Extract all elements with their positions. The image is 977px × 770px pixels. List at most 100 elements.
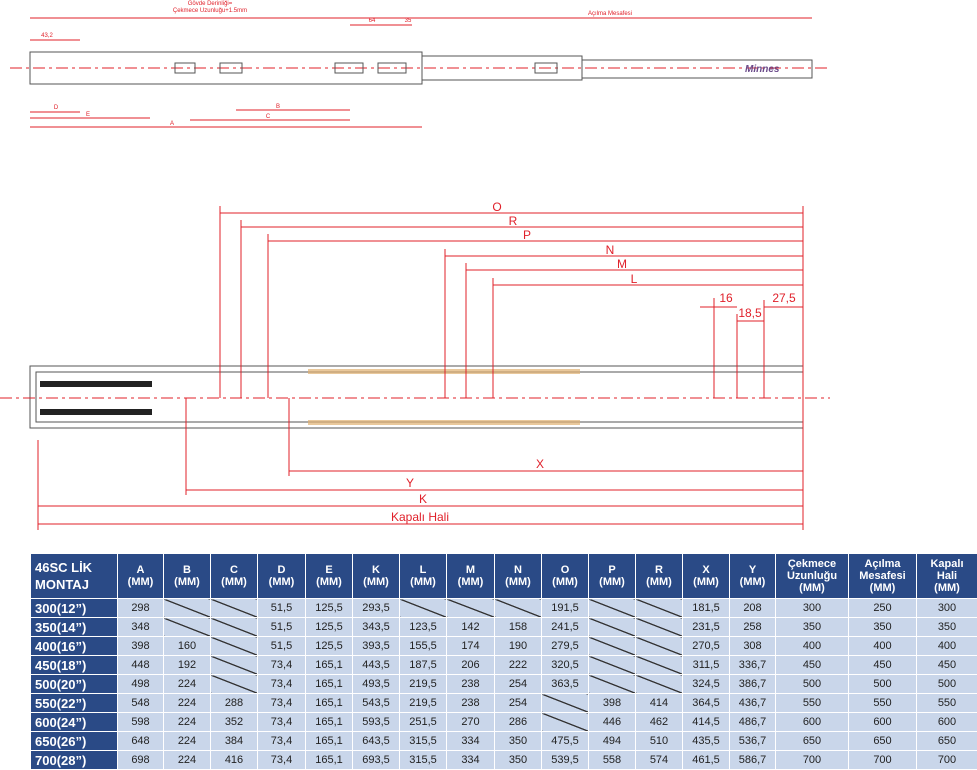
table-cell: 400 <box>849 637 917 656</box>
table-cell <box>542 694 589 713</box>
top-drawing: Gövde Derinliği= Çekmece Uzunluğu+1.5mm … <box>10 1 830 127</box>
table-cell: 448 <box>118 656 164 675</box>
table-cell: 398 <box>118 637 164 656</box>
table-cell: 238 <box>447 675 495 694</box>
brand: Minnes <box>745 64 780 75</box>
table-cell: 250 <box>849 599 917 618</box>
table-cell <box>589 637 636 656</box>
table-cell: 350 <box>495 751 542 770</box>
dim-label: M <box>617 257 627 271</box>
dim-label: E <box>86 112 90 118</box>
table-cell: 510 <box>636 732 683 751</box>
table-cell: 350 <box>495 732 542 751</box>
table-cell: 155,5 <box>400 637 447 656</box>
header-cell: Çekmece Uzunluğu (MM) <box>776 554 849 599</box>
table-cell: 700 <box>917 751 977 770</box>
table-cell: 498 <box>118 675 164 694</box>
table-cell: 300 <box>917 599 977 618</box>
dim-label: 18,5 <box>738 306 762 320</box>
table-cell: 436,7 <box>730 694 776 713</box>
table-cell <box>636 599 683 618</box>
table-cell: 414,5 <box>683 713 730 732</box>
table-cell <box>589 618 636 637</box>
table-cell: 475,5 <box>542 732 589 751</box>
table-cell: 73,4 <box>258 732 306 751</box>
table-cell: 191,5 <box>542 599 589 618</box>
table-cell: 558 <box>589 751 636 770</box>
table-cell: 123,5 <box>400 618 447 637</box>
table-cell: 600 <box>776 713 849 732</box>
dim-label: 64 <box>369 18 376 24</box>
dim-label: 16 <box>719 291 733 305</box>
header-cell: N (MM) <box>495 554 542 599</box>
table-cell: 343,5 <box>353 618 400 637</box>
table-cell <box>495 599 542 618</box>
table-cell: 550 <box>917 694 977 713</box>
dim-label: N <box>606 243 615 257</box>
table-cell <box>164 618 211 637</box>
table-cell: 600 <box>917 713 977 732</box>
table-cell <box>589 675 636 694</box>
dim-label: 27,5 <box>772 291 796 305</box>
table-cell: 187,5 <box>400 656 447 675</box>
table-cell: 693,5 <box>353 751 400 770</box>
table-cell: 393,5 <box>353 637 400 656</box>
dim-label: C <box>266 114 271 120</box>
table-cell: 550 <box>776 694 849 713</box>
table-cell: 165,1 <box>306 694 353 713</box>
table-cell: 400 <box>776 637 849 656</box>
dim-label: 35 <box>405 18 412 24</box>
table-cell: 461,5 <box>683 751 730 770</box>
row-label: 550(22”) <box>31 694 118 713</box>
table-cell: 450 <box>917 656 977 675</box>
table-cell <box>589 599 636 618</box>
table-cell: 165,1 <box>306 732 353 751</box>
table-cell: 350 <box>849 618 917 637</box>
header-cell: M (MM) <box>447 554 495 599</box>
table-cell: 73,4 <box>258 713 306 732</box>
table-cell: 500 <box>917 675 977 694</box>
table-cell: 73,4 <box>258 675 306 694</box>
table-cell: 241,5 <box>542 618 589 637</box>
table-cell: 224 <box>164 751 211 770</box>
table-cell: 334 <box>447 751 495 770</box>
table-cell: 224 <box>164 675 211 694</box>
table-cell: 450 <box>849 656 917 675</box>
table-cell: 73,4 <box>258 656 306 675</box>
table-cell: 219,5 <box>400 694 447 713</box>
title-line: Gövde Derinliği= <box>188 1 233 7</box>
dim-label: X <box>536 457 544 471</box>
table-cell: 384 <box>211 732 258 751</box>
table-cell: 300 <box>776 599 849 618</box>
table-cell: 190 <box>495 637 542 656</box>
table-cell: 222 <box>495 656 542 675</box>
table-cell: 414 <box>636 694 683 713</box>
table-cell: 643,5 <box>353 732 400 751</box>
table-cell: 125,5 <box>306 599 353 618</box>
table-cell: 192 <box>164 656 211 675</box>
table-cell: 73,4 <box>258 694 306 713</box>
table-cell: 493,5 <box>353 675 400 694</box>
table-cell: 494 <box>589 732 636 751</box>
row-label: 700(28”) <box>31 751 118 770</box>
table-cell: 364,5 <box>683 694 730 713</box>
table-cell: 298 <box>118 599 164 618</box>
table-cell: 500 <box>776 675 849 694</box>
table-cell: 158 <box>495 618 542 637</box>
row-label: 650(26”) <box>31 732 118 751</box>
table-cell: 648 <box>118 732 164 751</box>
dim-label: Y <box>406 476 414 490</box>
table-cell: 324,5 <box>683 675 730 694</box>
header-cell: R (MM) <box>636 554 683 599</box>
table-cell: 700 <box>849 751 917 770</box>
header-cell: 46SC LİK MONTAJ <box>31 554 118 599</box>
table-cell: 286 <box>495 713 542 732</box>
table-cell: 165,1 <box>306 656 353 675</box>
middle-drawing: O R P N M L 16 18,5 27,5 X Y K Kapalı Ha… <box>0 200 830 530</box>
